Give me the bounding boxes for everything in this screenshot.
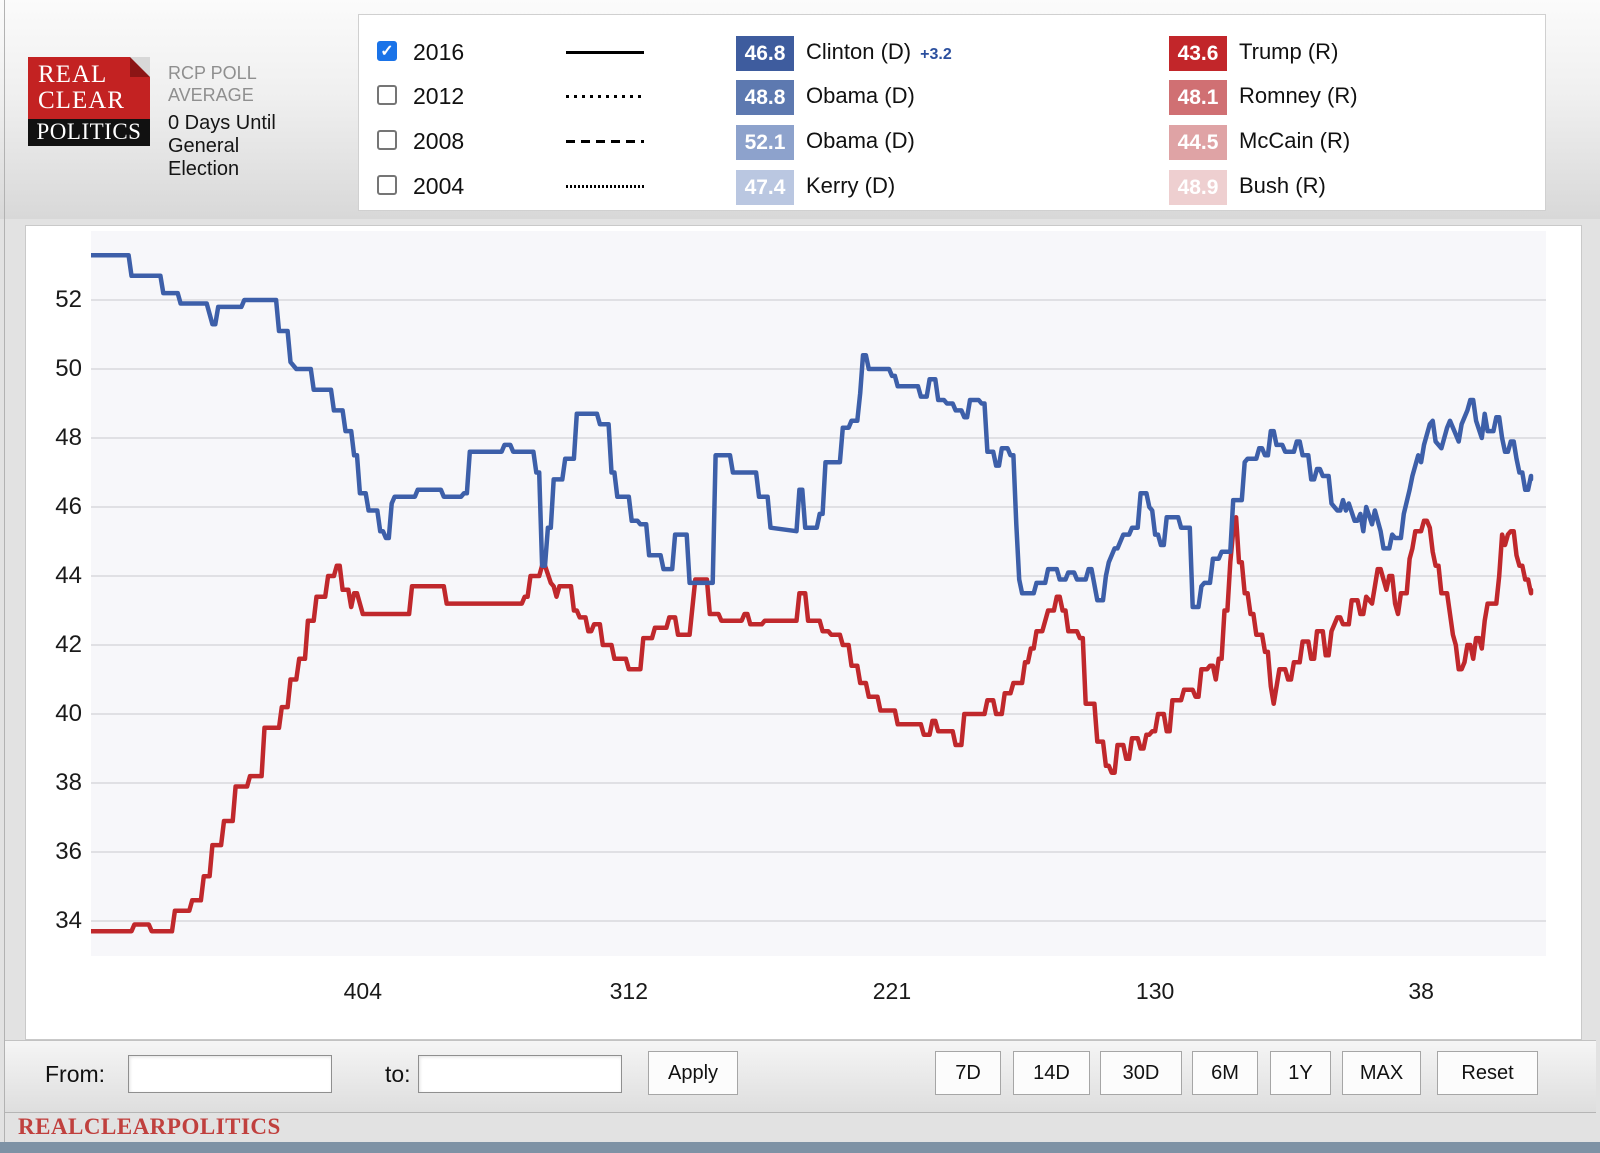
legend-panel: ✓ 2016 46.8 Clinton (D) +3.2 43.6 Trump (R) 201… [358, 14, 1546, 211]
range-button-6m[interactable]: 6M [1192, 1051, 1258, 1095]
year-checkbox-2016[interactable]: ✓ [377, 41, 397, 61]
range-button-reset[interactable]: Reset [1437, 1051, 1538, 1095]
poll-chart-svg[interactable] [91, 231, 1546, 956]
rcp-poll-average-label: RCP POLL AVERAGE [168, 63, 257, 105]
range-button-1y[interactable]: 1Y [1270, 1051, 1331, 1095]
dem-candidate-name: Obama (D) [806, 83, 915, 108]
dem-candidate-name: Obama (D) [806, 128, 915, 153]
legend-row-2016: ✓ 2016 46.8 Clinton (D) +3.2 43.6 Trump (R) [359, 35, 1545, 71]
year-checkbox-2004[interactable] [377, 175, 397, 195]
to-label: to: [385, 1061, 411, 1087]
rep-candidate-name: Bush (R) [1239, 173, 1326, 198]
range-button-14d[interactable]: 14D [1013, 1051, 1090, 1095]
y-tick-label: 42 [55, 631, 82, 658]
plot-background [91, 231, 1546, 956]
x-tick-label: 404 [343, 978, 382, 1004]
year-label: 2008 [413, 128, 465, 154]
dem-candidate-name: Kerry (D) [806, 173, 896, 198]
rep-value-badge: 44.5 [1169, 125, 1227, 160]
y-tick-label: 50 [55, 355, 82, 382]
trump-line-series[interactable] [91, 515, 1534, 934]
rcp-logo-red-box: REAL CLEAR [28, 57, 150, 119]
range-button-7d[interactable]: 7D [935, 1051, 1001, 1095]
dem-candidate-name: Clinton (D) +3.2 [806, 39, 952, 64]
to-date-input[interactable] [418, 1055, 622, 1093]
rep-value-badge: 48.1 [1169, 80, 1227, 115]
gridlines [91, 299, 1546, 922]
year-label: 2004 [413, 173, 465, 199]
x-tick-label: 221 [872, 978, 912, 1004]
window-edge-line [4, 0, 5, 1142]
range-button-30d[interactable]: 30D [1100, 1051, 1182, 1095]
rep-candidate-name: Romney (R) [1239, 83, 1358, 108]
y-tick-label: 36 [55, 838, 82, 865]
year-checkbox-2012[interactable] [377, 85, 397, 105]
dem-value-badge: 47.4 [736, 170, 794, 205]
legend-row-2012: 2012 48.8 Obama (D) 48.1 Romney (R) [359, 79, 1545, 115]
y-tick-label: 34 [55, 907, 82, 934]
bottom-bar [0, 1142, 1600, 1153]
controls-band: From: to: Apply 7D 14D 30D 6M 1Y MAX Reset [5, 1040, 1596, 1113]
poll-chart-plot[interactable] [91, 231, 1546, 956]
y-tick-label: 46 [55, 493, 82, 520]
clinton-line-series[interactable] [91, 252, 1534, 610]
x-tick-label: 38 [1408, 978, 1434, 1004]
legend-row-2004: 2004 47.4 Kerry (D) 48.9 Bush (R) [359, 169, 1545, 205]
y-tick-label: 44 [55, 562, 82, 589]
x-tick-label: 130 [1135, 978, 1175, 1004]
apply-button[interactable]: Apply [648, 1051, 738, 1095]
spread-value: +3.2 [920, 46, 952, 63]
dem-value-badge: 48.8 [736, 80, 794, 115]
year-checkbox-2008[interactable] [377, 130, 397, 150]
logo-text-real: REAL [38, 61, 108, 88]
line-style-sample-dashed [566, 140, 644, 143]
dem-value-badge: 52.1 [736, 125, 794, 160]
legend-row-2008: 2008 52.1 Obama (D) 44.5 McCain (R) [359, 124, 1545, 160]
y-tick-label: 38 [55, 769, 82, 796]
y-tick-label: 48 [55, 424, 82, 451]
chart-panel: 52 50 48 46 44 42 40 38 36 34 404 312 221 130 38 [25, 225, 1582, 1040]
from-label: From: [45, 1061, 106, 1087]
logo-text-clear: CLEAR [38, 87, 125, 114]
x-tick-label: 312 [609, 978, 649, 1004]
days-until-election-label: 0 Days Until General Election [168, 112, 276, 180]
y-tick-label: 52 [55, 286, 82, 313]
from-date-input[interactable] [128, 1055, 332, 1093]
range-button-max[interactable]: MAX [1342, 1051, 1421, 1095]
realclearpolitics-wordmark[interactable]: REALCLEARPOLITICS [18, 1114, 281, 1139]
year-label: 2012 [413, 83, 465, 109]
dem-value-badge: 46.8 [736, 36, 794, 71]
logo-text-politics: POLITICS [28, 119, 150, 146]
year-label: 2016 [413, 39, 465, 65]
rcp-logo[interactable]: REAL CLEAR POLITICS [28, 57, 150, 146]
rep-value-badge: 48.9 [1169, 170, 1227, 205]
rep-value-badge: 43.6 [1169, 36, 1227, 71]
line-style-sample-dotted [566, 95, 644, 98]
rep-candidate-name: Trump (R) [1239, 39, 1339, 64]
line-style-sample-solid [566, 51, 644, 54]
logo-fold-corner-icon [130, 57, 150, 77]
rep-candidate-name: McCain (R) [1239, 128, 1351, 153]
y-tick-label: 40 [55, 700, 82, 727]
line-style-sample-finedot [566, 185, 644, 188]
